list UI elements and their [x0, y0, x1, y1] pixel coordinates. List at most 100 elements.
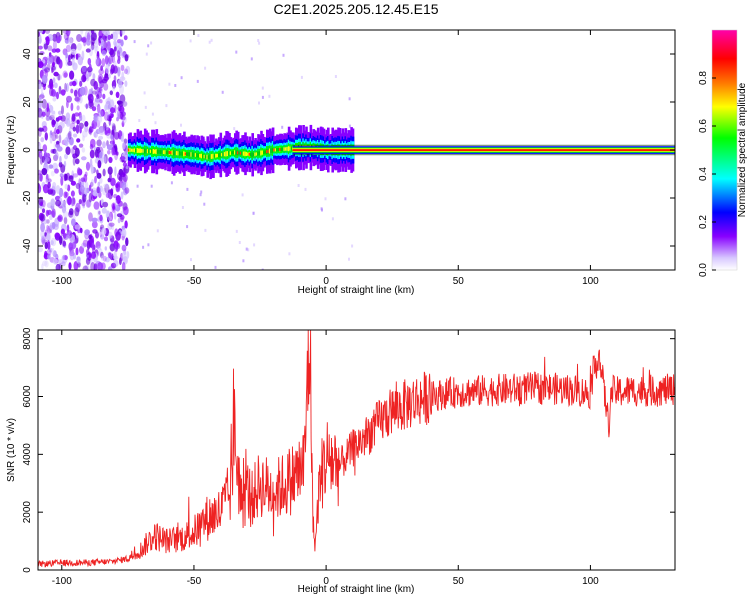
noise-blob — [57, 115, 63, 121]
ridge-segment — [215, 153, 218, 158]
noise-blob — [93, 263, 98, 270]
noise-blob — [40, 83, 44, 93]
noise-speckle — [147, 243, 150, 247]
colorbar-ticks: 0.0 0.2 0.4 0.6 0.8 — [698, 71, 716, 277]
noise-blob — [70, 48, 77, 55]
noise-blob — [82, 193, 87, 203]
noise-speckle — [348, 257, 350, 261]
ridge-segment — [252, 153, 256, 157]
noise-blob — [70, 116, 77, 124]
noise-blob — [41, 155, 45, 163]
noise-speckle — [324, 197, 327, 201]
ridge-segment — [255, 152, 259, 156]
noise-speckle — [334, 75, 337, 78]
ridge-segment — [257, 151, 260, 156]
x-tick-label: -100 — [52, 276, 72, 287]
noise-blob — [113, 75, 117, 83]
noise-speckle — [297, 184, 300, 187]
noise-blob — [122, 100, 128, 108]
noise-blob — [81, 130, 88, 138]
noise-blob — [97, 262, 104, 270]
noise-blob — [60, 228, 65, 235]
noise-blob — [60, 176, 64, 186]
noise-blob — [117, 217, 121, 224]
spectrogram-content — [38, 30, 675, 270]
noise-blob — [38, 45, 43, 50]
noise-blob — [64, 183, 69, 190]
noise-blob — [40, 235, 46, 244]
noise-speckle — [180, 76, 183, 80]
noise-blob — [52, 162, 58, 171]
noise-blob — [65, 83, 69, 92]
noise-blob — [51, 110, 56, 115]
ridge-segment — [258, 151, 262, 156]
noise-blob — [121, 230, 126, 237]
noise-blob — [47, 225, 51, 236]
noise-blob — [69, 81, 73, 87]
noise-blob — [71, 146, 75, 156]
ridge-segment — [141, 149, 144, 153]
noise-blob — [84, 264, 90, 270]
noise-blob — [104, 55, 109, 65]
noise-blob — [42, 260, 48, 267]
ridge-segment — [271, 147, 275, 153]
snr-x-ticks: -100 -50 0 50 100 — [52, 330, 599, 587]
noise-speckle — [331, 217, 334, 221]
noise-blob — [98, 191, 102, 198]
carrier-band — [292, 149, 675, 151]
noise-blob — [99, 214, 103, 222]
noise-blob — [99, 177, 103, 184]
noise-blob — [63, 72, 68, 78]
noise-blob — [74, 95, 81, 103]
ridge-segment — [261, 150, 265, 155]
ridge-segment — [287, 146, 291, 152]
noise-blob — [108, 266, 113, 270]
noise-blob — [101, 58, 106, 67]
ridge-segment — [268, 148, 272, 154]
noise-blob — [122, 250, 126, 261]
noise-blob — [75, 247, 79, 256]
noise-blob — [110, 98, 115, 109]
ridge-segment — [188, 152, 192, 157]
x-tick-label: 50 — [453, 576, 465, 587]
ridge-segment — [158, 150, 161, 154]
noise-blob — [69, 250, 75, 257]
noise-speckle — [170, 181, 173, 185]
noise-blob — [84, 229, 90, 236]
noise-blob — [116, 110, 120, 120]
ridge-segment — [172, 150, 176, 156]
noise-blob — [69, 70, 75, 80]
noise-blob — [47, 45, 53, 51]
noise-blob — [102, 155, 107, 164]
ridge-segment — [135, 148, 138, 153]
noise-blob — [111, 123, 116, 131]
noise-blob — [59, 173, 64, 178]
noise-speckle — [151, 112, 154, 116]
noise-blob — [69, 137, 74, 146]
ridge-segment — [171, 150, 175, 156]
noise-speckle — [204, 228, 207, 232]
noise-blob — [119, 257, 122, 266]
noise-blob — [115, 91, 120, 99]
noise-blob — [79, 80, 83, 87]
colorbar-tick-label: 0.4 — [698, 167, 709, 181]
noise-blob — [80, 30, 84, 35]
snr-x-label: Height of straight line (km) — [298, 584, 415, 595]
noise-blob — [45, 179, 48, 184]
ridge-segment — [180, 151, 183, 156]
noise-speckle — [258, 41, 261, 45]
noise-blob — [121, 142, 126, 150]
noise-blob — [67, 131, 72, 140]
noise-blob — [70, 88, 74, 94]
noise-blob — [39, 30, 43, 34]
spectrogram-x-label: Height of straight line (km) — [298, 285, 415, 296]
noise-blob — [118, 175, 123, 182]
ridge-segment — [231, 151, 234, 155]
ridge-segment — [181, 151, 185, 156]
noise-blob — [114, 128, 118, 133]
x-tick-label: 50 — [453, 276, 465, 287]
figure-title: C2E1.2025.205.12.45.E15 — [273, 1, 438, 17]
noise-blob — [101, 255, 104, 261]
noise-blob — [72, 156, 76, 166]
ridge-segment — [167, 150, 170, 155]
